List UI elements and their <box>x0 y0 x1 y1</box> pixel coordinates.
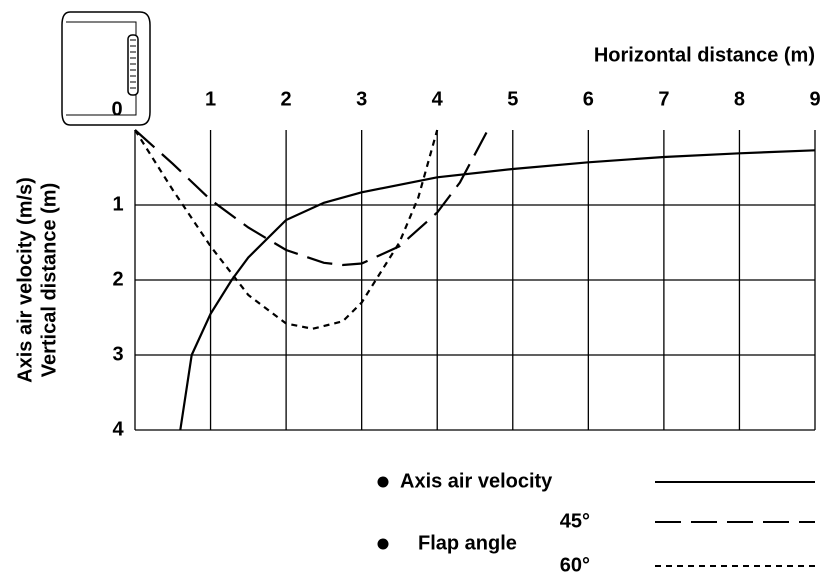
y-tick-label: 4 <box>112 418 124 440</box>
y-tick-label: 1 <box>112 193 123 215</box>
legend-label: Flap angle <box>418 532 517 554</box>
y-axis-title: Vertical distance (m) <box>38 183 60 378</box>
x-tick-label: 7 <box>658 88 669 110</box>
x-tick-label: 9 <box>809 88 820 110</box>
y-tick-label: 3 <box>112 343 123 365</box>
data-line <box>180 150 815 430</box>
x-tick-label: 3 <box>356 88 367 110</box>
air-conditioner-icon <box>62 12 150 125</box>
x-tick-label: 0 <box>111 98 122 120</box>
legend-bullet <box>378 477 389 488</box>
y-tick-label: 2 <box>112 268 123 290</box>
chart: Horizontal distance (m) Axis air velocit… <box>0 0 826 579</box>
legend-label: 45° <box>560 510 590 532</box>
x-tick-label: 1 <box>205 88 216 110</box>
legend-bullet <box>378 539 389 550</box>
x-axis-title: Horizontal distance (m) <box>594 44 815 66</box>
x-tick-label: 6 <box>583 88 594 110</box>
x-tick-label: 2 <box>281 88 292 110</box>
x-tick-label: 4 <box>432 88 444 110</box>
x-tick-label: 5 <box>507 88 518 110</box>
legend-label: Axis air velocity <box>400 470 553 492</box>
page: {"chart_data": {"type": "line", "x_label… <box>0 0 826 579</box>
data-line <box>135 130 488 265</box>
legend-label: 60° <box>560 554 590 576</box>
y-axis-title: Axis air velocity (m/s) <box>14 177 36 383</box>
x-tick-label: 8 <box>734 88 745 110</box>
